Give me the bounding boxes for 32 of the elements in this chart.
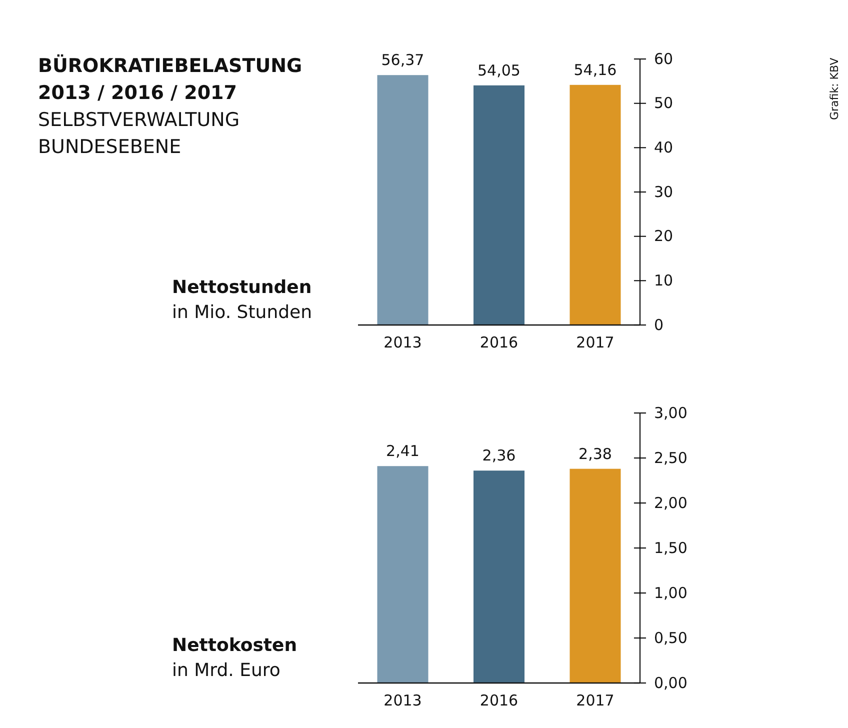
y-tick-label: 10 <box>654 271 674 290</box>
y-tick-label: 2,50 <box>654 448 688 467</box>
x-tick-label: 2017 <box>576 334 614 352</box>
y-tick-label: 0,00 <box>654 674 688 692</box>
y-tick-label: 60 <box>654 50 674 68</box>
text: BÜROKRATIEBELASTUNG 2013 / 2016 / 2017 <box>38 54 302 104</box>
y-tick-label: 0,50 <box>654 628 688 647</box>
y-tick-label: 20 <box>654 227 674 246</box>
x-tick-label: 2016 <box>480 334 518 352</box>
y-tick-label: 30 <box>654 182 674 201</box>
y-tick-label: 40 <box>654 138 674 156</box>
y-tick-label: 2,00 <box>654 494 688 512</box>
data-label: 54,05 <box>478 61 520 80</box>
x-tick-label: 2013 <box>384 334 422 352</box>
y-tick-label: 1,50 <box>654 538 688 557</box>
y-tick-label: 0 <box>654 316 664 334</box>
data-label: 54,16 <box>574 60 617 79</box>
y-tick-label: 50 <box>654 94 674 112</box>
data-label: 2,36 <box>482 446 516 465</box>
data-label: 2,41 <box>386 442 420 460</box>
data-label: 56,37 <box>381 51 424 70</box>
x-tick-label: 2013 <box>384 692 422 710</box>
y-tick-label: 3,00 <box>654 404 688 422</box>
x-tick-label: 2016 <box>480 692 518 710</box>
x-tick-label: 2017 <box>576 692 614 710</box>
data-label: 2,38 <box>578 444 612 463</box>
text: SELBSTVERWALTUNG <box>38 109 240 131</box>
y-axis-title: Nettokosten in Mrd. Euro <box>172 635 298 681</box>
y-axis-title: Nettostunden in Mio. Stunden <box>172 277 312 323</box>
text: BUNDESEBENE <box>38 136 182 158</box>
y-tick-label: 1,00 <box>654 584 688 602</box>
text: Grafik: KBV <box>828 57 841 120</box>
